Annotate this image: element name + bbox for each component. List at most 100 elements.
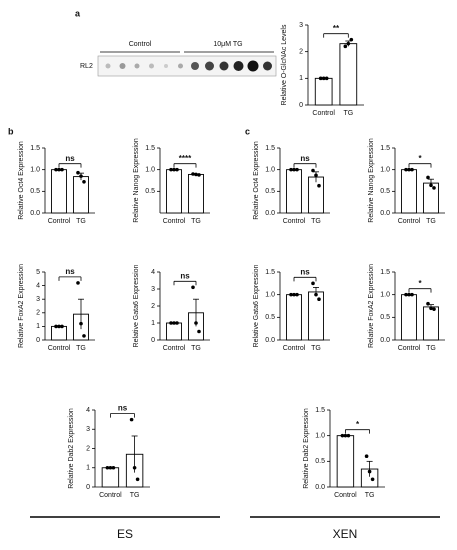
- bar: [166, 322, 182, 341]
- bar: [51, 169, 67, 214]
- panel-label: c: [245, 126, 250, 136]
- x-tick-label: TG: [191, 218, 201, 225]
- blot-dot: [178, 63, 183, 69]
- y-tick-label: 1.0: [380, 167, 390, 174]
- data-point: [82, 334, 86, 338]
- y-tick-label: 0: [299, 102, 303, 109]
- data-point: [317, 183, 321, 188]
- data-point: [79, 174, 83, 178]
- data-point: [197, 329, 201, 334]
- data-point: [172, 321, 176, 325]
- data-point: [432, 186, 436, 190]
- data-point: [370, 477, 375, 482]
- data-point: [169, 167, 173, 172]
- x-tick-label: Control: [398, 345, 421, 352]
- data-point: [169, 321, 173, 325]
- data-point: [317, 297, 321, 302]
- y-axis-label: Relative Oct4 Expression: [18, 141, 25, 220]
- y-tick-label: 2: [86, 445, 90, 452]
- data-point: [292, 292, 296, 297]
- data-point: [194, 172, 198, 177]
- y-axis-label: Relative Dab2 Expression: [303, 408, 310, 489]
- y-tick-label: 0.5: [265, 314, 275, 321]
- data-point: [135, 477, 140, 482]
- data-point: [76, 281, 80, 285]
- blot-dot: [119, 63, 126, 69]
- x-tick-label: Control: [48, 345, 71, 352]
- significance-label: ns: [300, 267, 310, 276]
- x-tick-label: TG: [311, 345, 321, 352]
- blot-dot: [219, 61, 229, 71]
- bar: [423, 182, 439, 214]
- data-point: [343, 44, 348, 49]
- x-tick-label: TG: [426, 345, 436, 352]
- data-point: [132, 465, 137, 470]
- data-point: [191, 285, 195, 290]
- y-tick-label: 0.0: [265, 210, 275, 217]
- y-tick-label: 4: [151, 269, 155, 276]
- y-tick-label: 3: [86, 426, 90, 433]
- data-point: [429, 306, 433, 311]
- data-point: [410, 292, 414, 297]
- data-point: [57, 167, 61, 172]
- data-point: [82, 180, 86, 184]
- y-tick-label: 3: [299, 22, 303, 29]
- y-axis-label: Relative Dab2 Expression: [68, 408, 75, 489]
- y-axis-label: Relative Nanog Expression: [133, 138, 140, 223]
- blot-dot: [247, 60, 259, 72]
- y-tick-label: 0.0: [30, 210, 40, 217]
- y-tick-label: 1.0: [145, 167, 155, 174]
- bar: [73, 176, 89, 214]
- data-point: [54, 324, 58, 329]
- data-point: [404, 167, 408, 172]
- x-tick-label: Control: [48, 218, 71, 225]
- x-tick-label: Control: [163, 345, 186, 352]
- y-tick-label: 3: [36, 296, 40, 303]
- data-point: [111, 465, 116, 470]
- blot-dot: [263, 61, 272, 71]
- data-point: [410, 167, 414, 172]
- x-tick-label: Control: [99, 492, 122, 499]
- y-tick-label: 1.0: [30, 167, 40, 174]
- x-tick-label: TG: [311, 218, 321, 225]
- y-tick-label: 1.5: [380, 145, 390, 152]
- data-point: [367, 469, 372, 474]
- data-point: [54, 167, 58, 172]
- x-tick-label: TG: [343, 110, 353, 117]
- data-point: [349, 37, 354, 42]
- blot-treatment-label: 10μM TG: [213, 41, 242, 48]
- data-point: [404, 292, 408, 297]
- x-tick-label: TG: [426, 218, 436, 225]
- data-point: [289, 167, 293, 172]
- significance-label: **: [333, 24, 340, 33]
- data-point: [318, 76, 323, 81]
- y-tick-label: 1.0: [380, 292, 390, 299]
- data-point: [295, 292, 299, 297]
- data-point: [343, 433, 348, 438]
- data-point: [60, 324, 64, 329]
- data-point: [314, 173, 318, 178]
- y-tick-label: 1.5: [315, 407, 325, 414]
- data-point: [432, 307, 436, 311]
- data-point: [292, 167, 296, 172]
- blot-dots: [105, 60, 272, 72]
- data-point: [426, 301, 430, 306]
- blot-dot: [149, 63, 154, 69]
- y-tick-label: 0.5: [380, 314, 390, 321]
- y-tick-label: 1: [36, 323, 40, 330]
- y-tick-label: 1.0: [265, 292, 275, 299]
- significance-label: *: [418, 154, 422, 163]
- data-point: [79, 321, 83, 326]
- data-point: [76, 170, 80, 175]
- bar: [188, 173, 204, 214]
- data-point: [311, 168, 315, 173]
- y-tick-label: 1.0: [265, 167, 275, 174]
- data-point: [175, 321, 179, 325]
- y-tick-label: 0: [36, 337, 40, 344]
- bar: [166, 169, 182, 214]
- data-point: [426, 175, 430, 180]
- data-point: [197, 173, 201, 177]
- bar: [101, 467, 120, 488]
- y-axis-label: Relative O-GlcNAc Levels: [281, 24, 288, 105]
- significance-label: ns: [180, 271, 190, 280]
